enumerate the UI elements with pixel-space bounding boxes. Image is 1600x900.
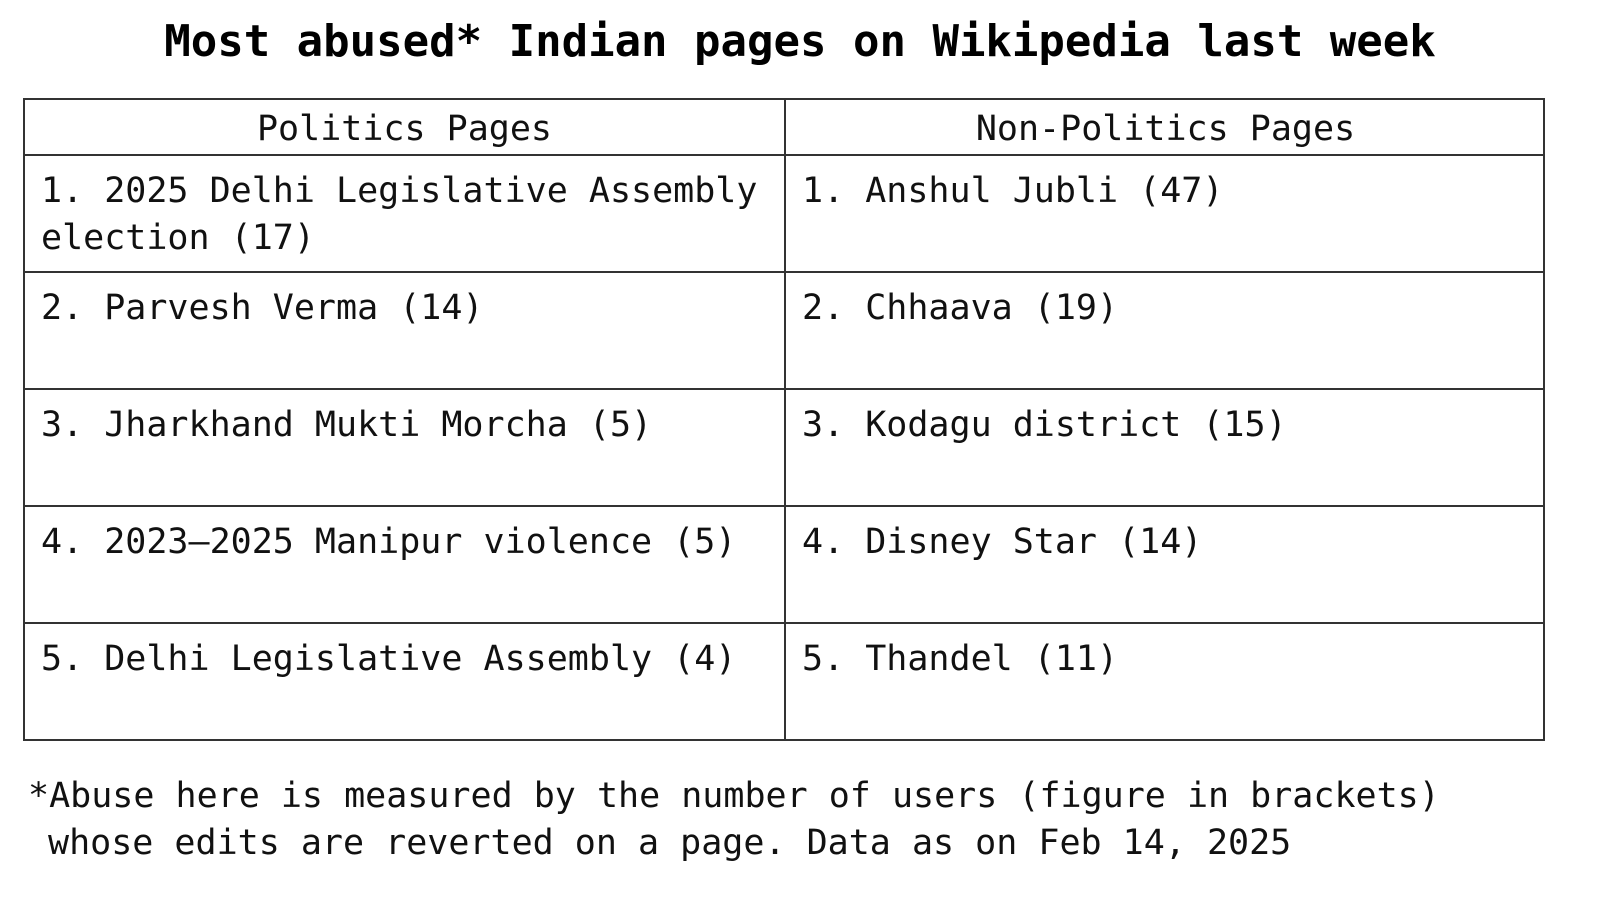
table-cell-non-politics-4: 4. Disney Star (14): [786, 505, 1545, 622]
footnote-line-1: *Abuse here is measured by the number of…: [28, 776, 1440, 816]
table-cell-politics-4: 4. 2023–2025 Manipur violence (5): [25, 505, 786, 622]
table-cell-politics-3: 3. Jharkhand Mukti Morcha (5): [25, 388, 786, 505]
table-cell-politics-1: 1. 2025 Delhi Legislative Assembly elect…: [25, 154, 786, 271]
table-cell-politics-2: 2. Parvesh Verma (14): [25, 271, 786, 388]
table-cell-non-politics-2: 2. Chhaava (19): [786, 271, 1545, 388]
ranking-table: Politics Pages Non-Politics Pages 1. 202…: [23, 98, 1545, 741]
table-cell-politics-5: 5. Delhi Legislative Assembly (4): [25, 622, 786, 739]
column-header-politics: Politics Pages: [25, 100, 786, 154]
table-cell-non-politics-5: 5. Thandel (11): [786, 622, 1545, 739]
chart-title: Most abused* Indian pages on Wikipedia l…: [164, 16, 1436, 67]
table-cell-non-politics-3: 3. Kodagu district (15): [786, 388, 1545, 505]
table-cell-non-politics-1: 1. Anshul Jubli (47): [786, 154, 1545, 271]
footnote: *Abuse here is measured by the number of…: [28, 773, 1588, 867]
column-header-non-politics: Non-Politics Pages: [975, 109, 1356, 149]
footnote-line-2: whose edits are reverted on a page. Data…: [48, 823, 1292, 863]
